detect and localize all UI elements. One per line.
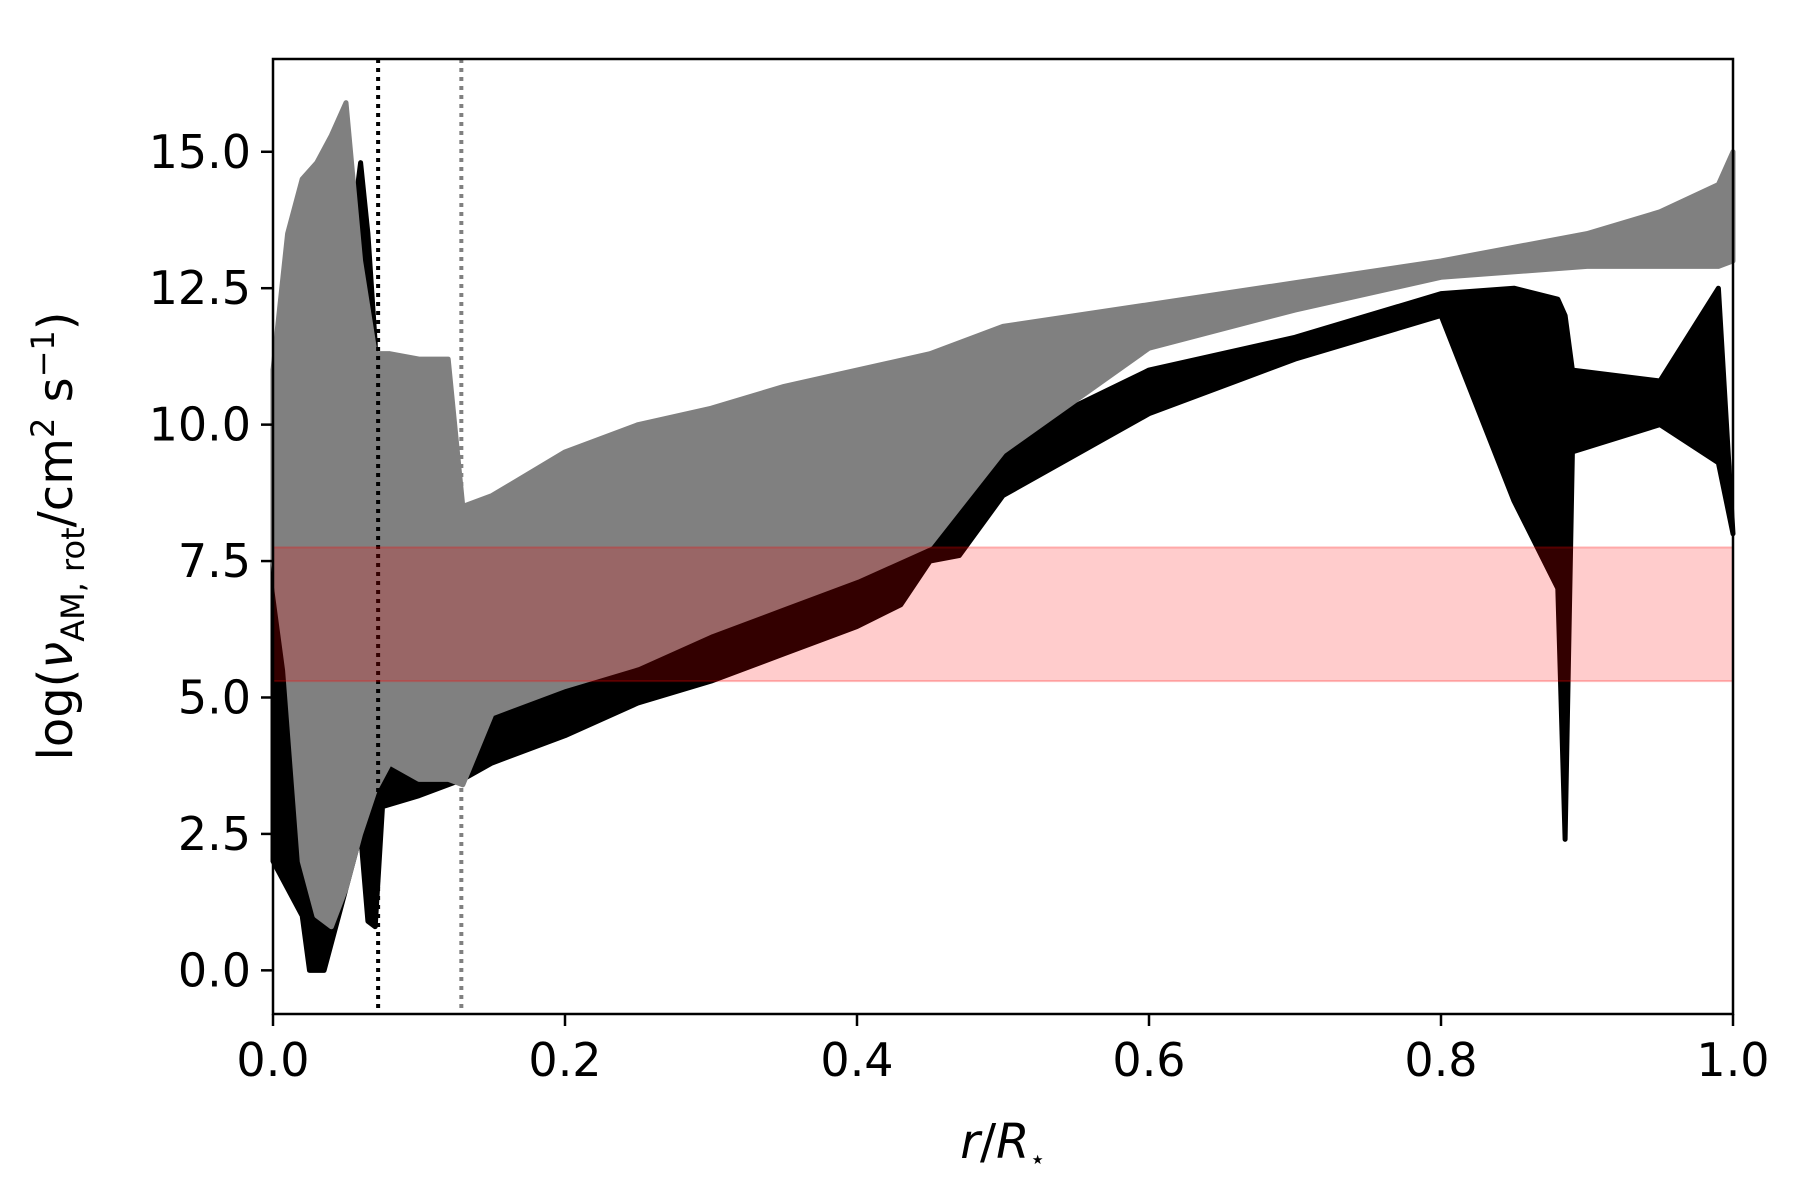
x-tick-label: 0.8	[1404, 1033, 1477, 1087]
x-axis-label: r/R⋆	[960, 1114, 1046, 1175]
y-label-part: ν	[28, 642, 84, 669]
y-tick-label: 5.0	[178, 670, 251, 724]
y-tick-label: 10.0	[149, 398, 251, 452]
y-axis-label: log(νAM, rot/cm2 s−1)	[24, 312, 92, 761]
y-label-part: /cm	[28, 438, 84, 527]
y-label-part: 2	[24, 418, 62, 438]
axes-frame	[271, 57, 1735, 1016]
y-label-part: log(	[28, 669, 84, 761]
x-tick-label: 0.4	[820, 1033, 893, 1087]
x-tick-label: 0.0	[236, 1033, 309, 1087]
y-label-part: −1	[24, 330, 62, 377]
highlight-band	[272, 546, 1734, 683]
x-label-part: /	[980, 1114, 997, 1170]
y-label-part: AM, rot	[54, 527, 92, 641]
x-tick-label: 0.6	[1112, 1033, 1185, 1087]
series-band	[270, 100, 1736, 930]
x-label-part: R	[996, 1114, 1029, 1170]
y-tick-label: 2.5	[178, 807, 251, 861]
y-tick-label: 0.0	[178, 943, 251, 997]
y-tick-label: 15.0	[149, 125, 251, 179]
y-label-part: s	[28, 377, 84, 417]
x-tick-label: 1.0	[1696, 1033, 1769, 1087]
x-tick-label: 0.2	[528, 1033, 601, 1087]
y-tick-label: 12.5	[149, 261, 251, 315]
y-tick-label: 7.5	[178, 534, 251, 588]
y-label-part: )	[28, 312, 84, 331]
x-label-part: ⋆	[1029, 1145, 1045, 1175]
x-label-part: r	[960, 1114, 983, 1170]
